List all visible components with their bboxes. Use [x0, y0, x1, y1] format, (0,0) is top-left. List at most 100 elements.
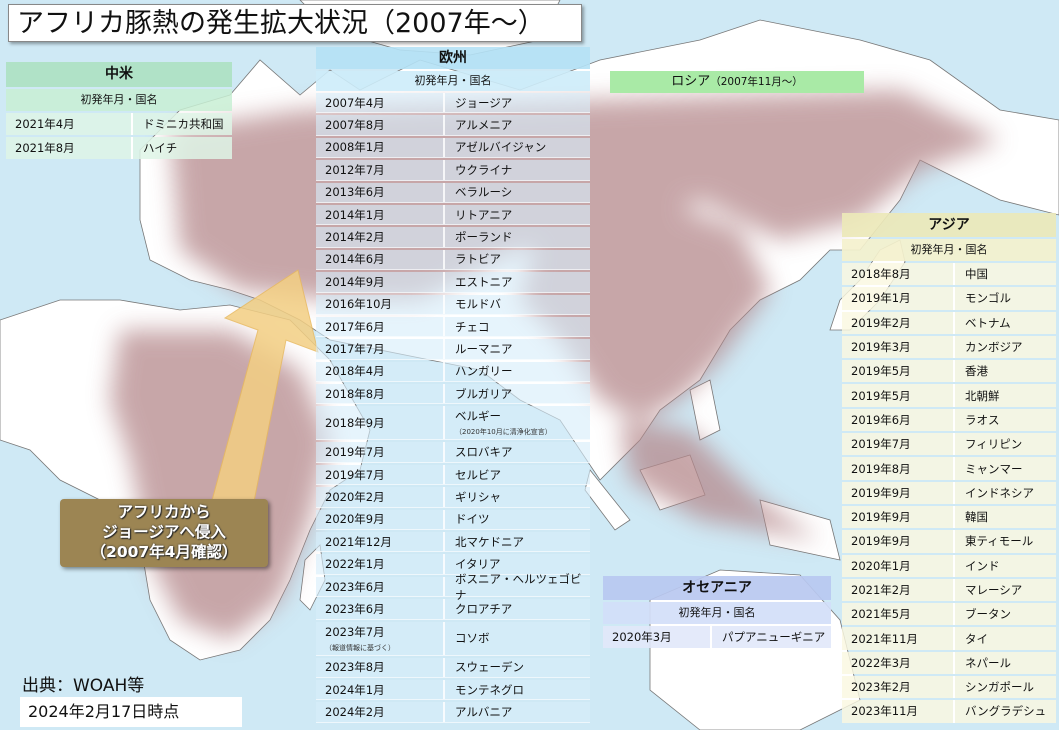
country-name: スウェーデン	[445, 658, 590, 677]
outbreak-date-text: 2019年7月	[325, 445, 385, 460]
outbreak-date: 2019年2月	[842, 311, 955, 334]
outbreak-date-text: 2019年2月	[851, 315, 911, 330]
americas-panel: 中米 初発年月・国名 2021年4月 ドミニカ共和国 2021年8月 ハイチ	[6, 62, 232, 159]
country-name: ドイツ	[445, 510, 590, 529]
outbreak-date-text: 2007年8月	[325, 118, 385, 133]
country-name: カンボジア	[955, 336, 1056, 358]
outbreak-date-text: 2022年1月	[325, 557, 385, 572]
list-item: 2021年12月 北マケドニア	[316, 532, 590, 553]
country-name: 韓国	[955, 506, 1056, 528]
outbreak-date-text: 2023年6月	[325, 579, 385, 594]
country-name: バングラデシュ	[955, 700, 1056, 722]
outbreak-date-text: 2024年2月	[325, 705, 385, 720]
outbreak-date-text: 2019年9月	[851, 485, 911, 500]
asia-panel: アジア 初発年月・国名 2018年8月 中国 2019年1月 モンゴル 2019年2月 ベ…	[842, 213, 1056, 723]
outbreak-date-text: 2018年8月	[851, 267, 911, 282]
country-name-text: ベトナム	[965, 315, 1011, 330]
list-item: 2019年1月 モンゴル	[842, 287, 1056, 310]
outbreak-date: 2018年4月	[316, 361, 445, 382]
list-item: 2020年1月 インド	[842, 554, 1056, 577]
country-name: シンガポール	[955, 676, 1056, 698]
russia-since: （2007年11月～）	[710, 76, 803, 88]
country-name: ドミニカ共和国	[143, 117, 224, 131]
column-header: 初発年月・国名	[842, 239, 1056, 261]
outbreak-date: 2019年7月	[316, 442, 445, 462]
outbreak-date-text: 2012年7月	[325, 162, 385, 177]
country-name: ラオス	[955, 409, 1056, 431]
country-name-text: ハンガリー	[455, 364, 513, 379]
country-name-text: コソボ	[455, 631, 490, 646]
list-item: 2007年4月 ジョージア	[316, 93, 590, 114]
as-of-date: 2024年2月17日時点	[20, 697, 242, 727]
outbreak-date-text: 2014年1月	[325, 207, 385, 222]
country-name-text: ラトビア	[455, 252, 501, 267]
country-name-text: セルビア	[455, 467, 501, 482]
outbreak-date: 2022年1月	[316, 554, 445, 574]
outbreak-date: 2019年9月	[842, 481, 955, 504]
country-name: エストニア	[445, 272, 590, 291]
list-item: 2014年9月 エストニア	[316, 272, 590, 293]
list-item: 2022年1月 イタリア	[316, 554, 590, 575]
outbreak-date: 2016年10月	[316, 294, 445, 314]
list-item: 2023年6月 ボスニア・ヘルツェゴビナ	[316, 572, 590, 602]
outbreak-date: 2019年5月	[842, 384, 955, 407]
list-item: 2019年6月 ラオス	[842, 408, 1056, 432]
country-name-text: 北マケドニア	[455, 534, 524, 549]
list-item: 2019年5月 香港	[842, 360, 1056, 383]
country-name: インドネシア	[955, 482, 1056, 504]
invasion-label-line2: ジョージアへ侵入	[102, 523, 226, 541]
outbreak-date-text: 2019年7月	[325, 467, 385, 482]
country-name-text: タイ	[965, 631, 988, 646]
country-name: モンテネグロ	[445, 680, 590, 699]
outbreak-date-text: 2023年7月	[325, 624, 385, 639]
list-item: 2014年1月 リトアニア	[316, 204, 590, 226]
country-name-text: クロアチア	[455, 601, 513, 616]
outbreak-date: 2014年6月	[316, 249, 445, 270]
outbreak-date: 2019年9月	[842, 530, 955, 553]
country-name: 中国	[955, 263, 1056, 285]
outbreak-date: 2012年7月	[316, 160, 445, 180]
outbreak-date-text: 2021年11月	[851, 631, 918, 646]
outbreak-date-text: 2007年4月	[325, 95, 385, 110]
outbreak-date: 2019年1月	[842, 287, 955, 310]
outbreak-date: 2019年6月	[842, 408, 955, 432]
country-name: セルビア	[445, 465, 590, 484]
list-item: 2021年8月 ハイチ	[6, 137, 232, 159]
country-name-text: エストニア	[455, 274, 513, 289]
list-item: 2017年7月 ルーマニア	[316, 339, 590, 360]
outbreak-date: 2021年2月	[842, 578, 955, 602]
list-item: 2008年1月 アゼルバイジャン	[316, 137, 590, 159]
country-name: モルドバ	[445, 295, 590, 314]
outbreak-date-text: 2024年1月	[325, 682, 385, 697]
outbreak-date-text: 2019年5月	[851, 364, 911, 379]
russia-label: ロシア（2007年11月～）	[610, 71, 864, 93]
list-item: 2020年2月 ギリシャ	[316, 487, 590, 508]
outbreak-date: 2018年9月	[316, 406, 445, 440]
outbreak-date-text: 2019年7月	[851, 437, 911, 452]
list-item: 2018年9月 ベルギー （2020年10月に清浄化宣言）	[316, 406, 590, 441]
outbreak-date-text: 2017年7月	[325, 341, 385, 356]
country-name-text: ルーマニア	[455, 341, 513, 356]
outbreak-date-text: 2019年6月	[851, 412, 911, 427]
outbreak-date-text: 2014年9月	[325, 274, 385, 289]
outbreak-list-oceania: 2020年3月 パプアニューギニア	[603, 626, 831, 648]
invasion-label: アフリカから ジョージアへ侵入 （2007年4月確認）	[60, 499, 268, 567]
country-name: ブータン	[955, 603, 1056, 625]
country-name: パプアニューギニア	[722, 630, 826, 644]
outbreak-date: 2013年6月	[316, 182, 445, 202]
country-name-text: ポーランド	[455, 230, 513, 245]
outbreak-date: 2014年1月	[316, 204, 445, 225]
outbreak-date: 2022年3月	[842, 651, 955, 675]
country-name: ネパール	[955, 652, 1056, 674]
country-name: ルーマニア	[445, 339, 590, 358]
outbreak-date-text: 2014年6月	[325, 252, 385, 267]
outbreak-date: 2019年7月	[316, 464, 445, 485]
outbreak-date-text: 2023年2月	[851, 680, 911, 695]
country-name-text: 北朝鮮	[965, 388, 1000, 403]
outbreak-date-text: 2020年2月	[325, 489, 385, 504]
outbreak-date-text: 2016年10月	[325, 297, 392, 312]
region-header-oceania: オセアニア	[603, 576, 831, 600]
country-name-text: ギリシャ	[455, 489, 501, 504]
country-note: （2020年10月に清浄化宣言）	[455, 428, 552, 437]
country-name: ベトナム	[955, 312, 1056, 334]
